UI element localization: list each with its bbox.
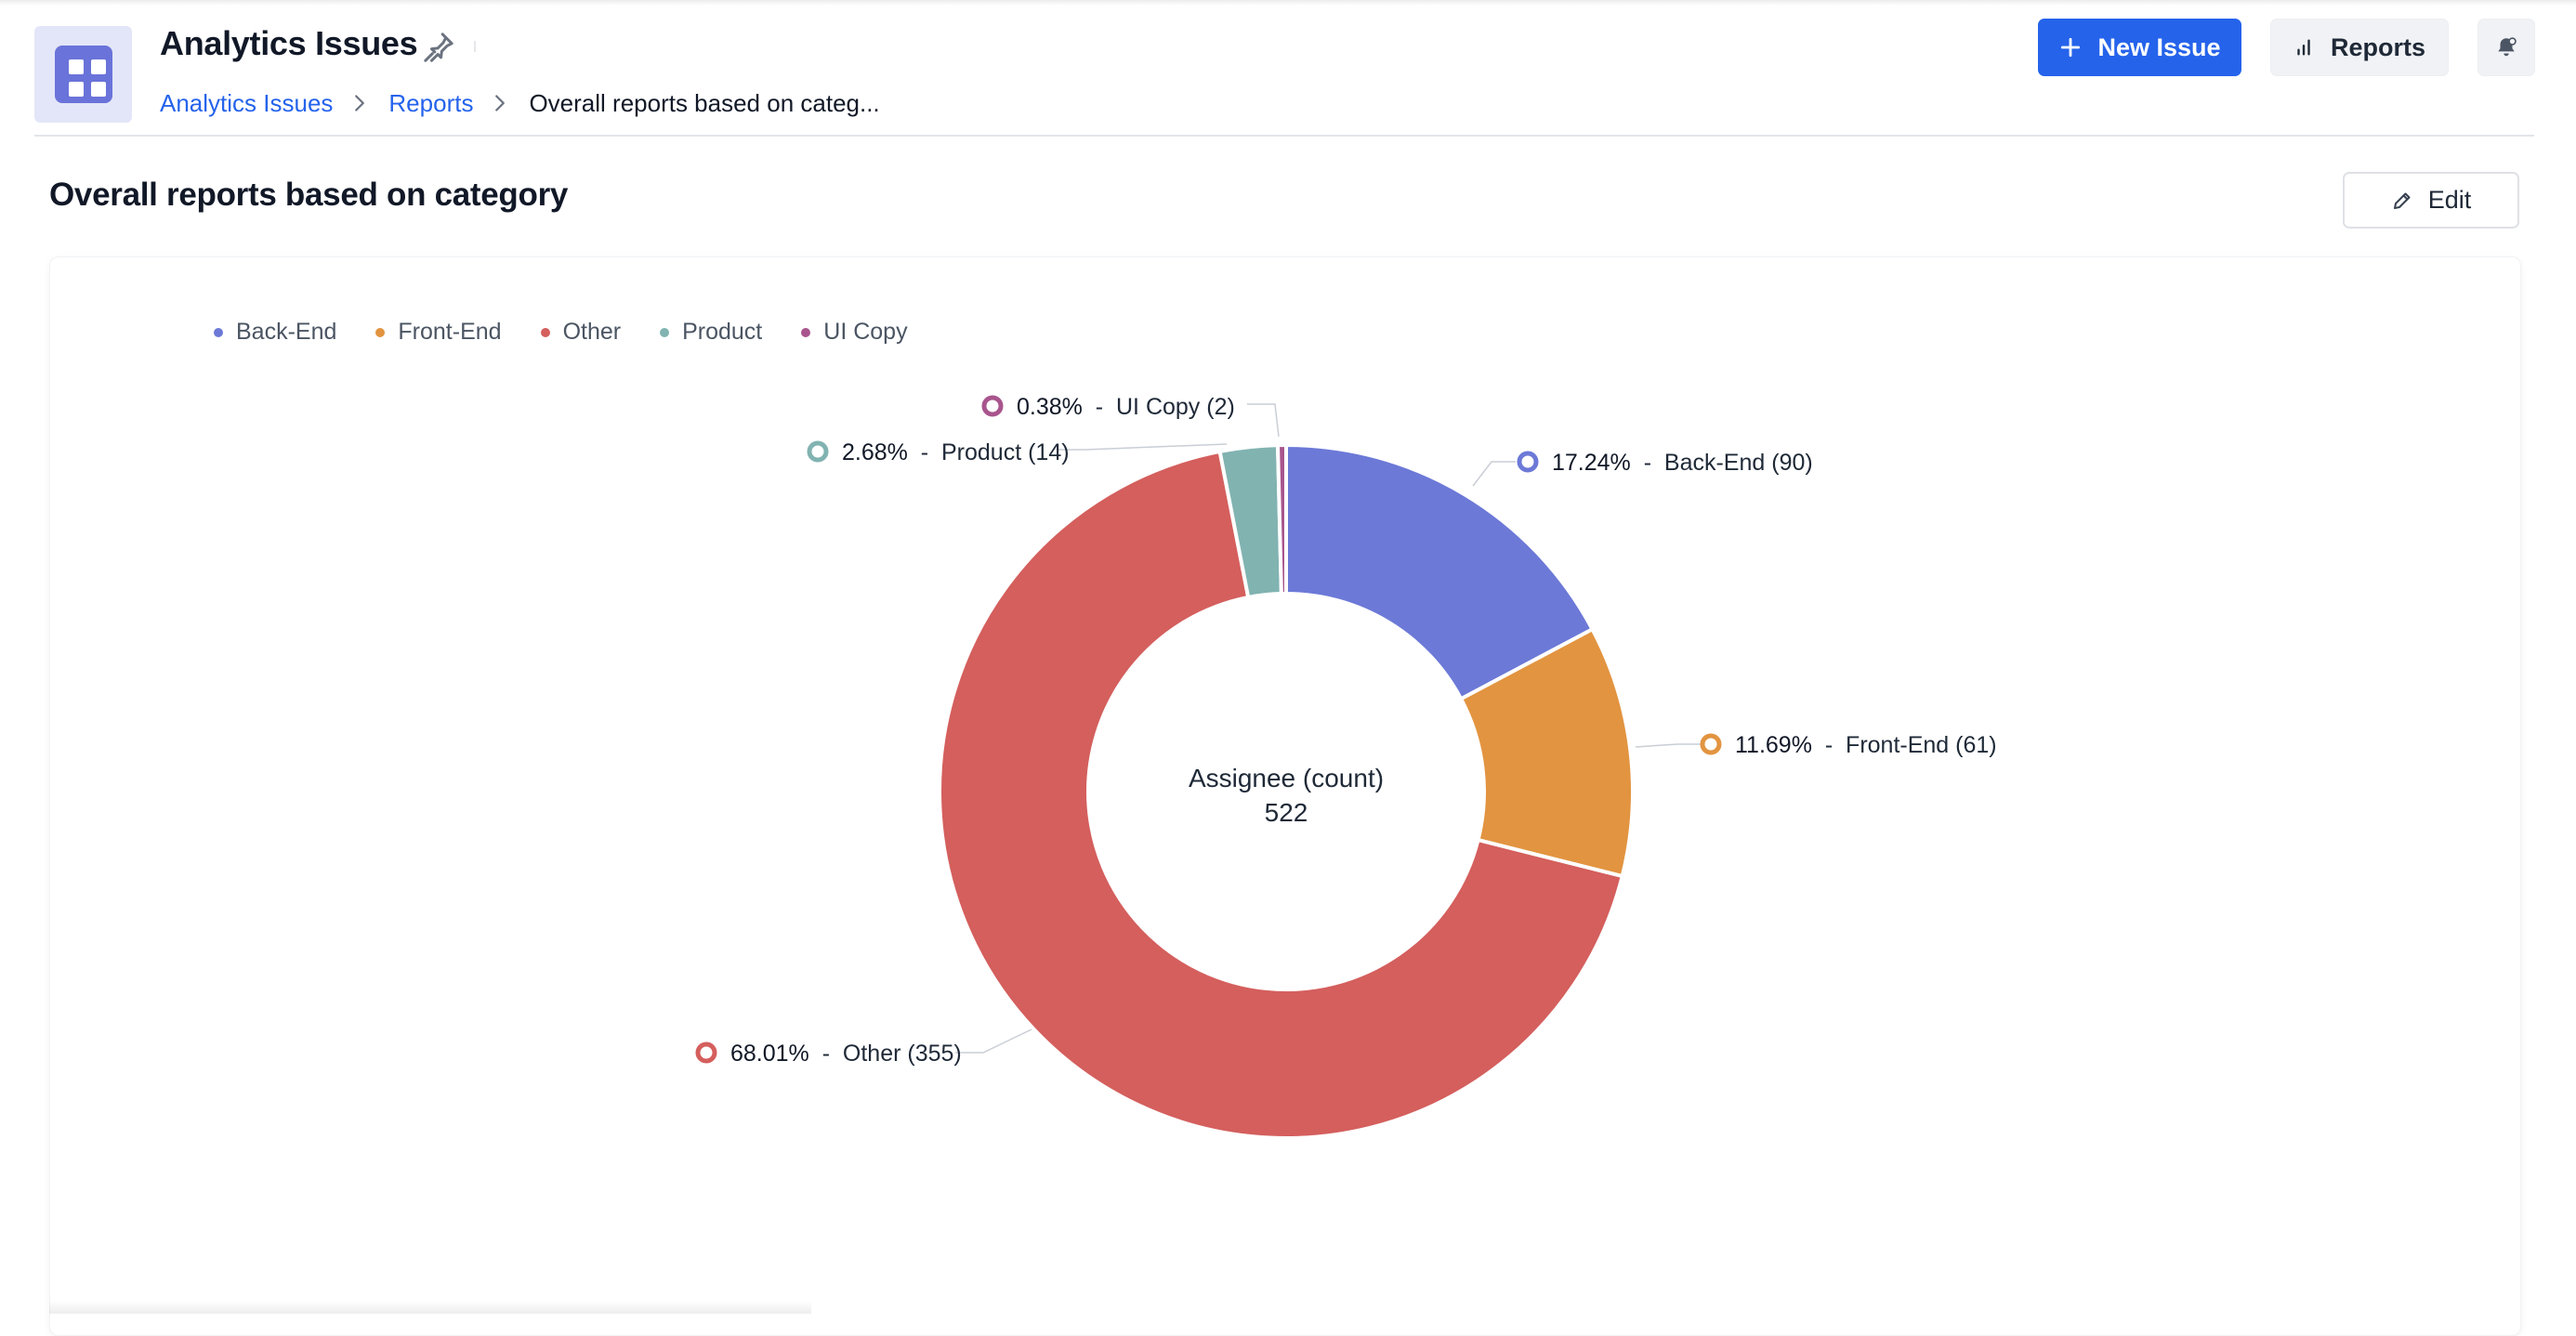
legend-item-product[interactable]: Product [660, 319, 762, 346]
legend-item-other[interactable]: Other [540, 319, 622, 346]
legend-label: Back-End [236, 319, 337, 345]
legend-dot [660, 327, 670, 337]
legend-label: Front-End [398, 319, 502, 345]
legend-label: Other [562, 319, 622, 345]
legend-item-front-end[interactable]: Front-End [375, 319, 502, 346]
top-shadow [0, 0, 2576, 6]
breadcrumb-reports[interactable]: Reports [388, 88, 474, 117]
chevron-right-icon [495, 95, 506, 111]
scroll-shadow [49, 1301, 811, 1314]
pencil-icon [2393, 192, 2411, 209]
app-grid-icon[interactable] [34, 26, 132, 123]
bell-settings-icon [2498, 37, 2517, 57]
breadcrumb-analytics-issues[interactable]: Analytics Issues [160, 88, 334, 117]
page-title: Analytics Issues [160, 24, 418, 62]
legend-label: Product [682, 319, 763, 345]
plus-icon [2061, 37, 2081, 58]
chart-card [49, 256, 2521, 1336]
notification-settings-button[interactable] [2477, 19, 2535, 76]
pin-icon[interactable] [420, 29, 457, 66]
edit-label: Edit [2427, 186, 2472, 214]
donut-slice-ui-copy[interactable] [1276, 442, 1288, 596]
legend-dot [214, 327, 223, 337]
donut-slice-front-end[interactable] [1459, 627, 1635, 879]
legend-dot [801, 327, 811, 337]
edit-button[interactable]: Edit [2343, 172, 2519, 229]
breadcrumb-current: Overall reports based on categ... [529, 88, 880, 117]
legend-item-ui-copy[interactable]: UI Copy [801, 319, 908, 346]
new-issue-label: New Issue [2097, 33, 2221, 61]
report-title: Overall reports based on category [49, 177, 569, 213]
header-divider [34, 135, 2534, 137]
chart-legend: Back-End Front-End Other Product UI Copy [214, 319, 947, 346]
chevron-right-icon [355, 95, 365, 111]
legend-label: UI Copy [823, 319, 908, 345]
legend-item-back-end[interactable]: Back-End [214, 319, 336, 346]
breadcrumb: Analytics Issues Reports Overall reports… [160, 89, 880, 117]
reports-label: Reports [2330, 33, 2425, 61]
divider [474, 41, 476, 52]
donut-slice-back-end[interactable] [1284, 443, 1595, 701]
bar-chart-icon [2297, 39, 2310, 56]
new-issue-button[interactable]: New Issue [2038, 19, 2241, 76]
legend-dot [375, 327, 386, 337]
legend-dot [540, 327, 550, 337]
reports-button[interactable]: Reports [2270, 19, 2449, 76]
donut-slice-other[interactable] [938, 449, 1624, 1141]
